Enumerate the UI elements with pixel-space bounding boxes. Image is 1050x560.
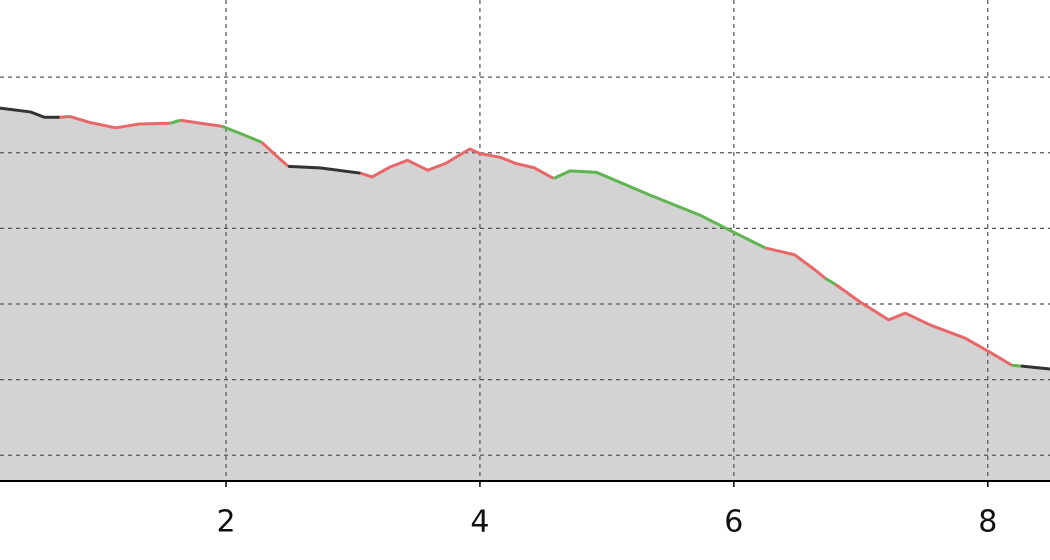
area [0,107,61,482]
line-layer [0,106,1050,371]
profile-line [221,124,263,144]
x-tick-label: 8 [978,505,997,540]
x-tick-label: 6 [724,505,743,540]
x-tick-label: 2 [216,505,235,540]
area [261,141,289,482]
area [834,283,1013,482]
profile-line [288,164,361,175]
area [765,247,826,482]
area [179,119,223,482]
grid-layer [0,0,1050,481]
area [287,165,362,482]
profile-line [552,169,767,250]
area [59,115,171,482]
area [360,148,555,482]
profile-line [834,283,1013,367]
area [1011,364,1022,482]
profile-line [1020,364,1050,371]
profile-line [59,114,171,130]
profile-line [169,118,181,125]
profile-line [824,277,837,286]
profile-line [0,106,60,119]
area-layer [0,107,1050,482]
profile-line [1011,363,1021,368]
profile-line [180,118,223,128]
area [169,119,181,482]
area [1020,365,1050,482]
profile-line [765,246,827,280]
profile-line [360,147,555,180]
x-tick-label: 4 [470,505,489,540]
profile-line [260,141,290,168]
